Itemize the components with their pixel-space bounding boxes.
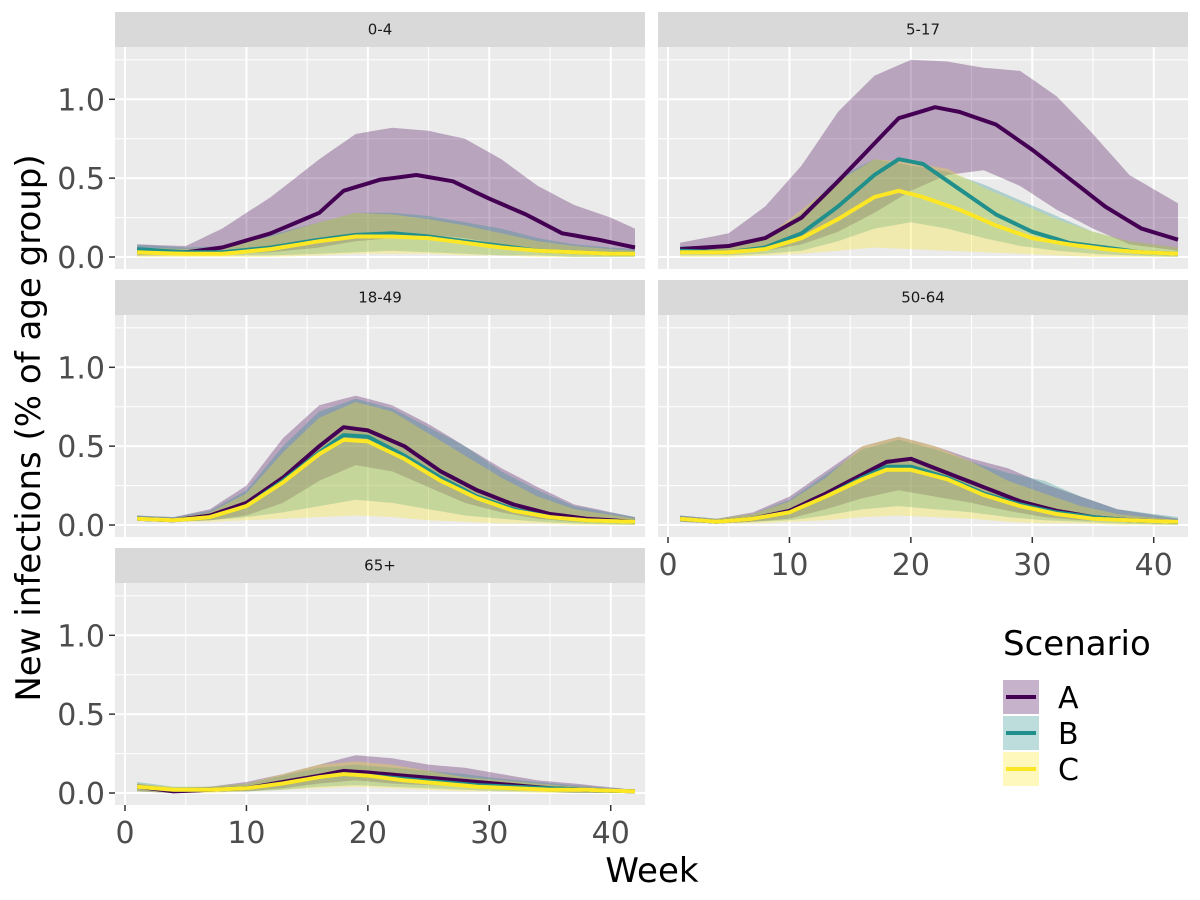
x-tick-label: 30 [470, 816, 508, 851]
line-series-A [679, 105, 1179, 252]
y-tick-label: 1.0 [57, 619, 105, 654]
y-tick-label: 0.5 [57, 430, 105, 465]
y-tick-label: 1.0 [57, 83, 105, 118]
ribbon-series-A [680, 59, 1178, 254]
legend-title: Scenario [1003, 624, 1151, 664]
facet-strip-label: 0-4 [368, 21, 393, 39]
facet-strip-label: 65+ [364, 557, 396, 575]
facet-strip-label: 5-17 [906, 21, 940, 39]
facet-panel-18-49: 18-49 0.0 0.5 1.0 [57, 280, 645, 544]
x-tick-label: 10 [770, 548, 808, 583]
y-tick-label: 0.0 [57, 241, 105, 276]
legend-label-C: C [1058, 753, 1079, 788]
legend-label-B: B [1058, 717, 1079, 752]
facet-strip [115, 548, 645, 583]
legend-label-A: A [1058, 681, 1079, 716]
facet-strip [115, 12, 645, 47]
facet-panel-5-17: 5-17 [658, 12, 1188, 269]
x-tick-label: 0 [658, 548, 677, 583]
x-tick-label: 20 [892, 548, 930, 583]
line-series-A [137, 173, 636, 255]
ribbon-series-A [137, 127, 635, 256]
line-series-C [679, 467, 1179, 524]
y-tick-label: 1.0 [57, 351, 105, 386]
facet-strip [658, 12, 1188, 47]
x-tick-label: 30 [1013, 548, 1051, 583]
panel-background [658, 315, 1188, 537]
facet-panel-50-64: 50-64 0 10 20 30 40 [658, 280, 1188, 583]
panel-background [658, 47, 1188, 269]
line-series-C [137, 437, 636, 524]
y-tick-label: 0.5 [57, 698, 105, 733]
facet-strip [115, 280, 645, 315]
facet-strip-label: 18-49 [358, 289, 402, 307]
x-axis-title: Week [605, 851, 698, 891]
y-tick-label: 0.0 [57, 509, 105, 544]
line-series-C [137, 234, 635, 256]
facet-panel-65+: 65+ 0.0 0.5 1.0 0 10 20 30 40 [57, 548, 645, 851]
y-tick-label: 0.0 [57, 777, 105, 812]
x-tick-label: 20 [349, 816, 387, 851]
x-tick-label: 10 [227, 816, 265, 851]
x-tick-label: 40 [1135, 548, 1173, 583]
line-series-C [680, 188, 1179, 256]
legend: Scenario ABC [1003, 624, 1151, 788]
facet-panel-0-4: 0-4 0.0 0.5 1.0 [57, 12, 645, 276]
panel-background [115, 583, 645, 805]
facet-strip [658, 280, 1188, 315]
facet-strip-label: 50-64 [901, 289, 945, 307]
x-tick-label: 0 [115, 816, 134, 851]
x-tick-label: 40 [592, 816, 630, 851]
y-axis-title: New infections (% of age group) [9, 154, 49, 701]
panel-background [115, 315, 645, 537]
y-tick-label: 0.5 [57, 162, 105, 197]
line-series-C [136, 772, 636, 794]
